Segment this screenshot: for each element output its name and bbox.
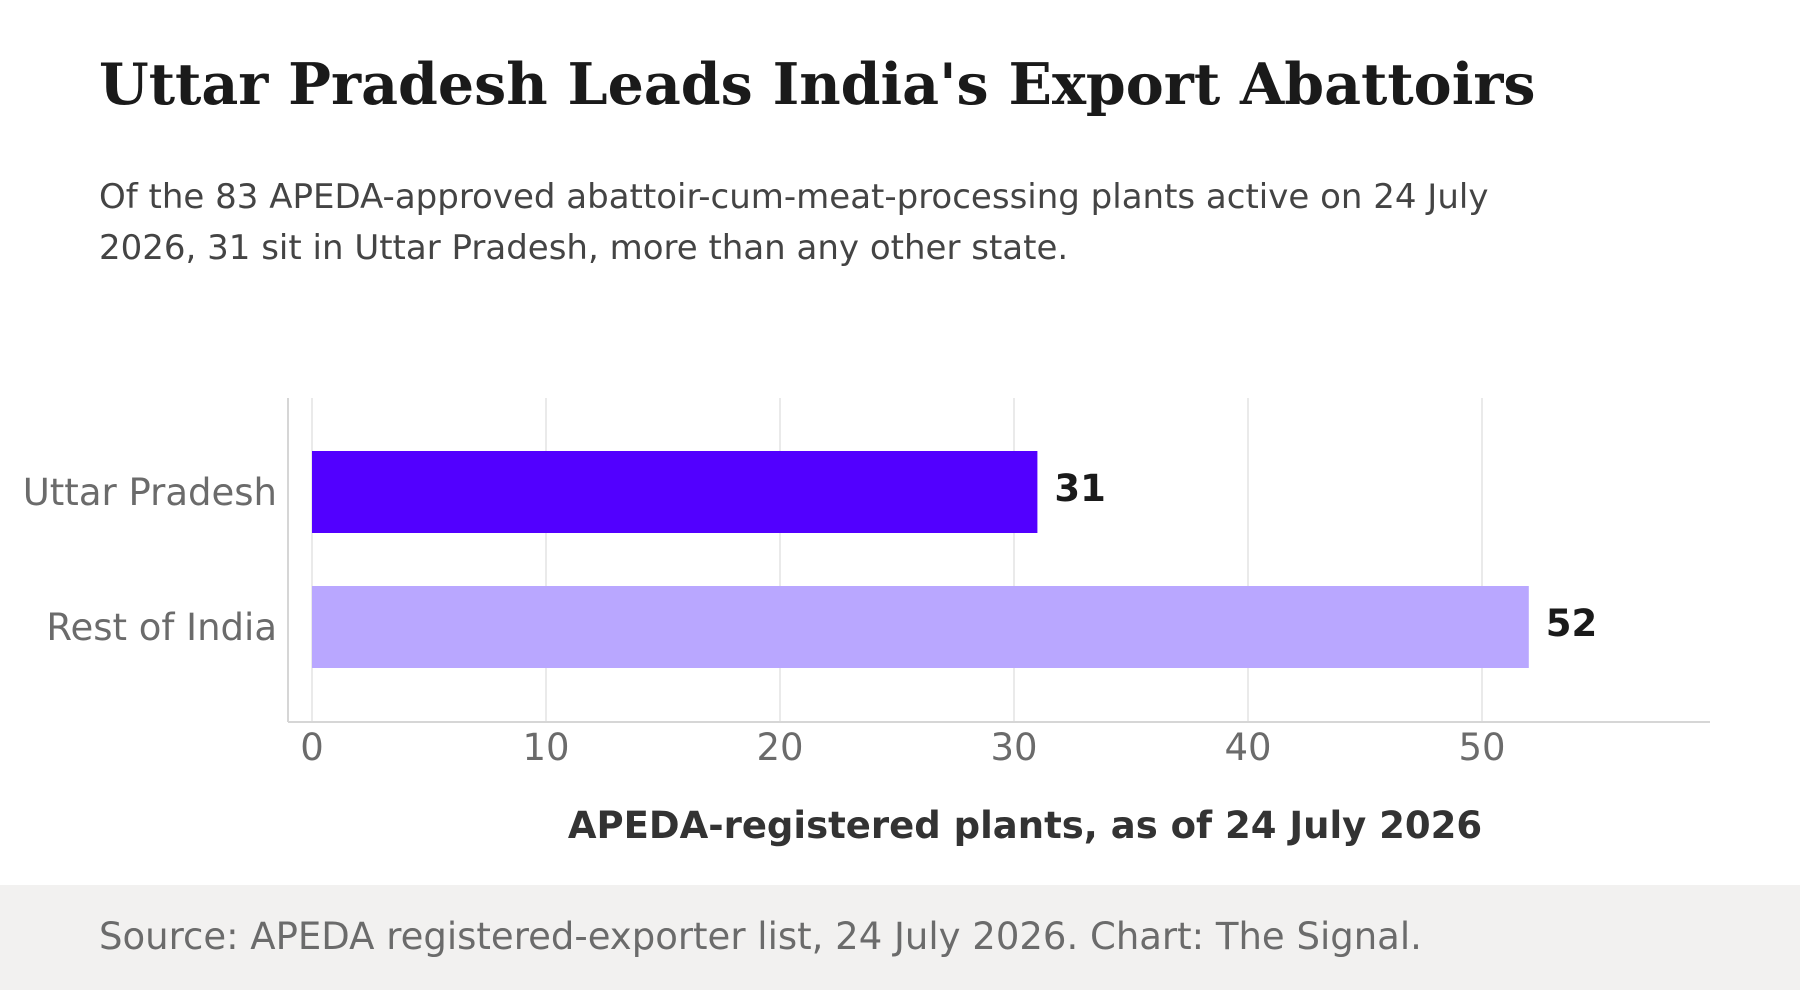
bar-rest-of-india [312, 586, 1529, 668]
grid-lines [311, 398, 1483, 722]
axes [287, 398, 1710, 723]
bar-uttar-pradesh [312, 451, 1038, 533]
x-tick-label-40: 40 [1224, 726, 1271, 769]
chart-subtitle: Of the 83 APEDA-approved abattoir-cum-me… [99, 177, 1489, 268]
category-label-uttar-pradesh: Uttar Pradesh [23, 471, 277, 514]
chart-title: Uttar Pradesh Leads India's Export Abatt… [99, 51, 1536, 118]
x-tick-label-0: 0 [300, 726, 324, 769]
x-tick-label-20: 20 [756, 726, 803, 769]
x-tick-label-30: 30 [990, 726, 1037, 769]
labels: 0 10 20 30 40 50 Uttar Pradesh 31 Rest of India 5… [23, 467, 1598, 769]
value-label-uttar-pradesh: 31 [1054, 467, 1106, 510]
source-note: Source: APEDA registered-exporter list, … [99, 915, 1422, 958]
source-footer: Source: APEDA registered-exporter list, … [0, 885, 1800, 990]
bars [312, 451, 1529, 668]
x-tick-label-50: 50 [1458, 726, 1505, 769]
x-axis-title: APEDA-registered plants, as of 24 July 2… [568, 804, 1482, 847]
value-label-rest-of-india: 52 [1546, 602, 1598, 645]
category-label-rest-of-india: Rest of India [46, 606, 277, 649]
bar-chart: 0 10 20 30 40 50 Uttar Pradesh 31 Rest of India 5… [23, 398, 1710, 847]
x-tick-label-10: 10 [522, 726, 569, 769]
